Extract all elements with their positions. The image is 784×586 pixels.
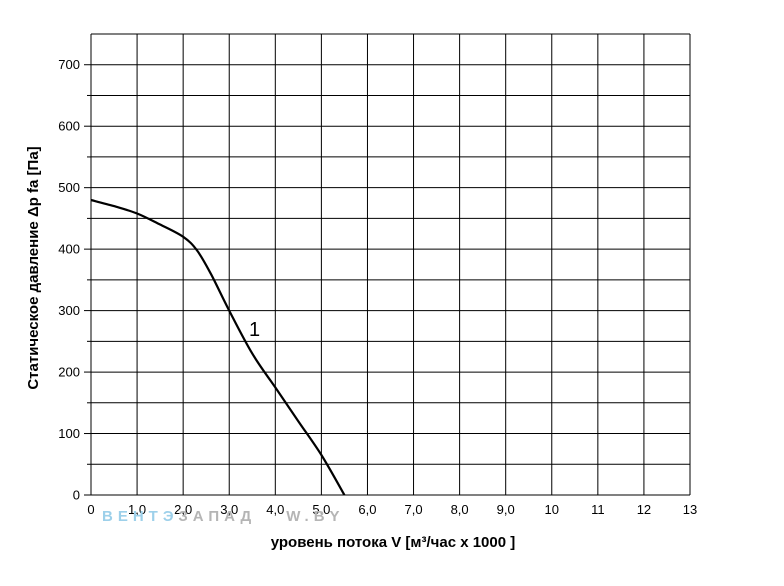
x-tick-labels: 0 1,0 2,0 3,0 4,0 5,0 6,0 7,0 8,0 9,0 10 11 12 13 <box>87 502 697 517</box>
y-tick-labels: 0 100 200 300 400 500 600 700 <box>58 57 80 502</box>
y-tick-label: 500 <box>58 180 80 195</box>
x-tick-label: 4,0 <box>266 502 284 517</box>
watermark: ВЕНТЭЗАПАД W.BY <box>102 508 345 525</box>
watermark-part-3: W.BY <box>286 508 344 525</box>
y-tick-label: 600 <box>58 119 80 134</box>
y-tick-label: 700 <box>58 57 80 72</box>
watermark-part-1: ВЕНТЭ <box>102 508 178 525</box>
x-tick-label: 11 <box>591 502 605 517</box>
x-tick-label: 9,0 <box>497 502 515 517</box>
x-tick-label: 3,0 <box>220 502 238 517</box>
y-tick-label: 400 <box>58 242 80 257</box>
x-tick-label: 6,0 <box>358 502 376 517</box>
y-tick-label: 100 <box>58 426 80 441</box>
y-tick-label: 300 <box>58 303 80 318</box>
x-tick-label: 0 <box>87 502 94 517</box>
grid-lines <box>84 33 691 496</box>
x-tick-label: 8,0 <box>451 502 469 517</box>
x-tick-label: 5,0 <box>312 502 330 517</box>
x-tick-label: 7,0 <box>404 502 422 517</box>
watermark-part-2: ЗАПАД <box>178 508 256 525</box>
series-label-1: 1 <box>249 319 260 341</box>
x-axis-title: уровень потока V [м³/час х 1000 ] <box>271 534 516 551</box>
series-line-1 <box>90 198 346 496</box>
y-tick-label: 0 <box>73 488 80 503</box>
y-tick-label: 200 <box>58 365 80 380</box>
x-tick-label: 10 <box>545 502 559 517</box>
x-tick-label: 1,0 <box>128 502 146 517</box>
x-tick-label: 12 <box>637 502 651 517</box>
x-tick-label: 2,0 <box>174 502 192 517</box>
y-axis-title: Статическое давление Δp fa [Па] <box>25 146 42 389</box>
x-tick-label: 13 <box>683 502 697 517</box>
